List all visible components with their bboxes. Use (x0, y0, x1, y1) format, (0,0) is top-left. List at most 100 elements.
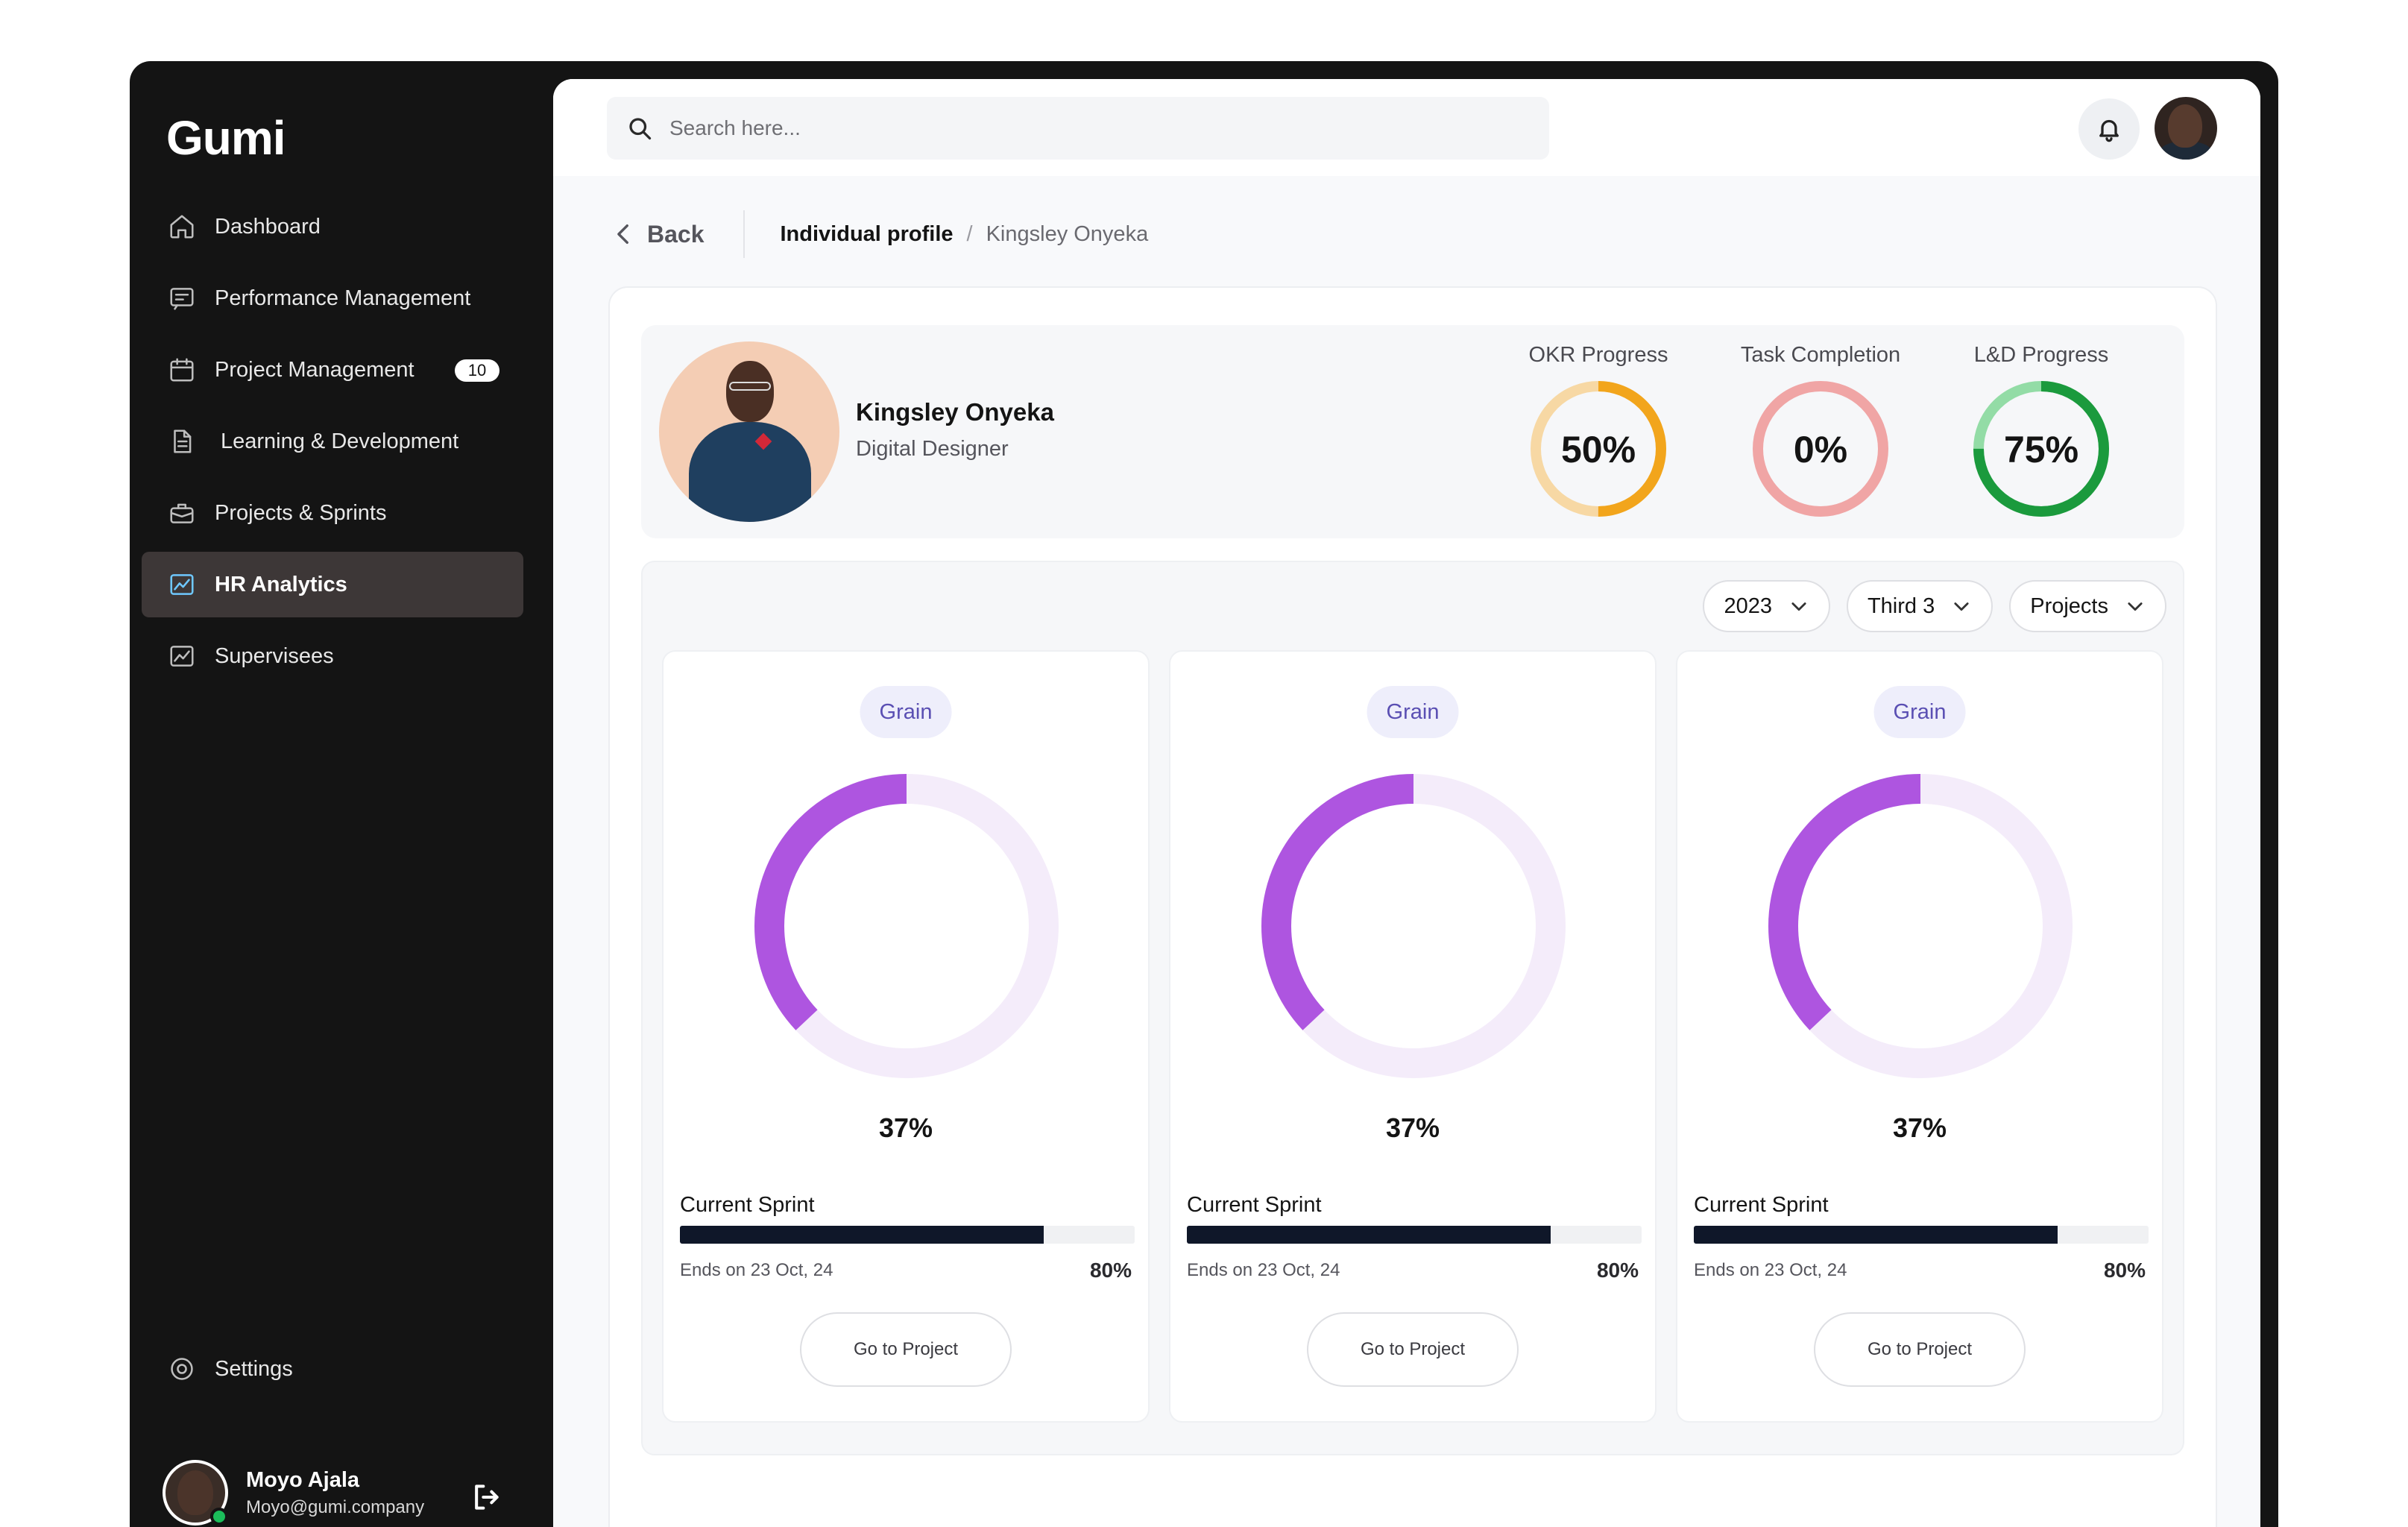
ring-arc (1973, 381, 2109, 517)
chevron-down-icon (1791, 602, 1806, 611)
go-to-project-button[interactable]: Go to Project (1307, 1312, 1519, 1387)
progress-ring: 50% (1531, 381, 1666, 517)
go-to-project-button[interactable]: Go to Project (800, 1312, 1012, 1387)
sprint-percent: 80% (1596, 1259, 1639, 1282)
go-to-project-button[interactable]: Go to Project (1814, 1312, 2026, 1387)
divider (743, 210, 745, 258)
sidebar-item-hr-analytics[interactable]: HR Analytics (142, 552, 523, 617)
ring-arc (1531, 381, 1666, 517)
type-dropdown[interactable]: Projects (2009, 580, 2166, 632)
user-name: Moyo Ajala (246, 1467, 360, 1492)
profile-role: Digital Designer (856, 437, 1009, 461)
search-input[interactable] (669, 116, 1490, 140)
logout-icon[interactable] (470, 1481, 502, 1514)
sprint-label: Current Sprint (680, 1193, 815, 1217)
ring-track (1753, 381, 1888, 517)
document-icon (167, 426, 197, 456)
sprint-percent: 80% (1089, 1259, 1132, 1282)
calendar-icon (167, 355, 197, 385)
project-card: Grain 37% Current Sprint Ends on 23 Oct,… (1169, 650, 1657, 1423)
bell-icon (2099, 119, 2119, 142)
metric-0: OKR Progress 50% (1513, 343, 1684, 520)
metric-label: OKR Progress (1528, 343, 1668, 367)
donut-percent: 37% (878, 1112, 933, 1143)
sprint-label: Current Sprint (1694, 1193, 1829, 1217)
back-button[interactable]: Back (611, 221, 705, 248)
profile-photo (659, 341, 839, 522)
count-badge: 10 (455, 359, 499, 382)
project-tag: Grain (860, 686, 952, 738)
sidebar-item-dashboard[interactable]: Dashboard (142, 194, 523, 259)
donut-percent: 37% (1892, 1112, 1947, 1143)
project-tag: Grain (1367, 686, 1459, 738)
sidebar-item-supervisees[interactable]: Supervisees (142, 623, 523, 689)
sidebar-item-performance-management[interactable]: Performance Management (142, 265, 523, 331)
progress-donut (1768, 774, 2073, 1078)
sprint-progress-fill (1694, 1226, 2058, 1244)
metric-value: 75% (2004, 429, 2078, 470)
donut-arc (1768, 774, 2073, 1078)
sidebar-item-label: Projects & Sprints (215, 500, 387, 525)
chevron-down-icon (2128, 602, 2143, 611)
user-profile: Moyo Ajala Moyo@gumi.company (163, 1460, 424, 1526)
project-tag: Grain (1873, 686, 1966, 738)
profile-card: Kingsley Onyeka Digital Designer OKR Pro… (608, 286, 2217, 1527)
sprint-label: Current Sprint (1187, 1193, 1322, 1217)
chevron-down-icon (1954, 602, 1969, 611)
year-dropdown[interactable]: 2023 (1703, 580, 1830, 632)
breadcrumb-section-link[interactable]: Individual profile (780, 221, 954, 246)
sidebar-item-label: Learning & Development (221, 429, 459, 453)
search-bar[interactable] (607, 97, 1549, 160)
chevron-left-icon (617, 224, 628, 245)
sprint-percent: 80% (2103, 1259, 2146, 1282)
profile-summary: Kingsley Onyeka Digital Designer OKR Pro… (641, 325, 2184, 538)
sidebar-item-label: Dashboard (215, 214, 321, 239)
briefcase-icon (167, 498, 197, 528)
sidebar-item-label: HR Analytics (215, 572, 347, 596)
project-card: Grain 37% Current Sprint Ends on 23 Oct,… (1676, 650, 2163, 1423)
donut-percent: 37% (1385, 1112, 1440, 1143)
account-avatar[interactable] (2155, 97, 2217, 160)
progress-ring: 75% (1973, 381, 2109, 517)
donut-arc (754, 774, 1059, 1078)
metric-label: L&D Progress (1973, 343, 2109, 367)
sprint-progress-fill (680, 1226, 1044, 1244)
sidebar-item-label: Settings (215, 1356, 293, 1381)
sidebar-item-project-management[interactable]: Project Management 10 (142, 337, 523, 403)
breadcrumb-current: Kingsley Onyeka (986, 221, 1149, 246)
sprint-progress-bar (680, 1226, 1135, 1244)
chart-icon (167, 570, 197, 599)
app-logo: Gumi (166, 111, 286, 165)
search-icon (629, 118, 652, 140)
sidebar-nav: Dashboard Performance Management Project… (142, 194, 523, 695)
avatar[interactable] (163, 1460, 228, 1526)
sidebar-item-settings[interactable]: Settings (142, 1336, 523, 1402)
metric-label: Task Completion (1740, 343, 1901, 367)
metric-value: 0% (1794, 429, 1847, 470)
sprint-progress-bar (1187, 1226, 1642, 1244)
sprint-end-date: Ends on 23 Oct, 24 (1694, 1260, 1847, 1280)
gear-icon (167, 1354, 197, 1384)
metric-1: Task Completion 0% (1735, 343, 1906, 520)
donut-arc (1261, 774, 1566, 1078)
metric-2: L&D Progress 75% (1955, 343, 2127, 520)
breadcrumb: Back Individual profile / Kingsley Onyek… (611, 210, 1148, 258)
progress-donut (1261, 774, 1566, 1078)
filter-bar: 2023 Third 3 Projects (1703, 580, 2166, 632)
online-status-dot (210, 1508, 228, 1526)
progress-donut (754, 774, 1059, 1078)
metric-value: 50% (1561, 429, 1636, 470)
sprint-progress-bar (1694, 1226, 2149, 1244)
sprint-progress-fill (1187, 1226, 1551, 1244)
main-panel: Back Individual profile / Kingsley Onyek… (553, 79, 2260, 1527)
sidebar-item-learning-development[interactable]: Learning & Development (142, 409, 523, 474)
notifications-button[interactable] (2078, 98, 2140, 160)
sidebar-item-label: Supervisees (215, 643, 334, 668)
sidebar-item-projects-sprints[interactable]: Projects & Sprints (142, 480, 523, 546)
period-dropdown[interactable]: Third 3 (1846, 580, 1993, 632)
chart-icon (167, 641, 197, 671)
projects-section: 2023 Third 3 Projects Grain 37% Current … (641, 561, 2184, 1455)
progress-ring: 0% (1753, 381, 1888, 517)
breadcrumb-separator: / (966, 221, 973, 246)
project-card: Grain 37% Current Sprint Ends on 23 Oct,… (662, 650, 1150, 1423)
